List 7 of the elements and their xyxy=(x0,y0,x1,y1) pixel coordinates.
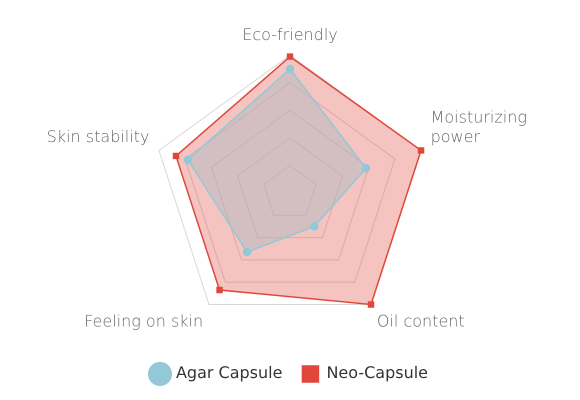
spoke-label: Skin stability xyxy=(46,126,150,146)
legend-label: Agar Capsule xyxy=(176,363,282,382)
spoke-label: Feeling on skin xyxy=(84,311,204,330)
spoke-label: Moisturizing power xyxy=(430,108,527,146)
legend-label: Neo-Capsule xyxy=(326,363,428,382)
spoke-label: Oil content xyxy=(376,311,465,330)
spoke-label: Eco-friendly xyxy=(242,24,338,44)
